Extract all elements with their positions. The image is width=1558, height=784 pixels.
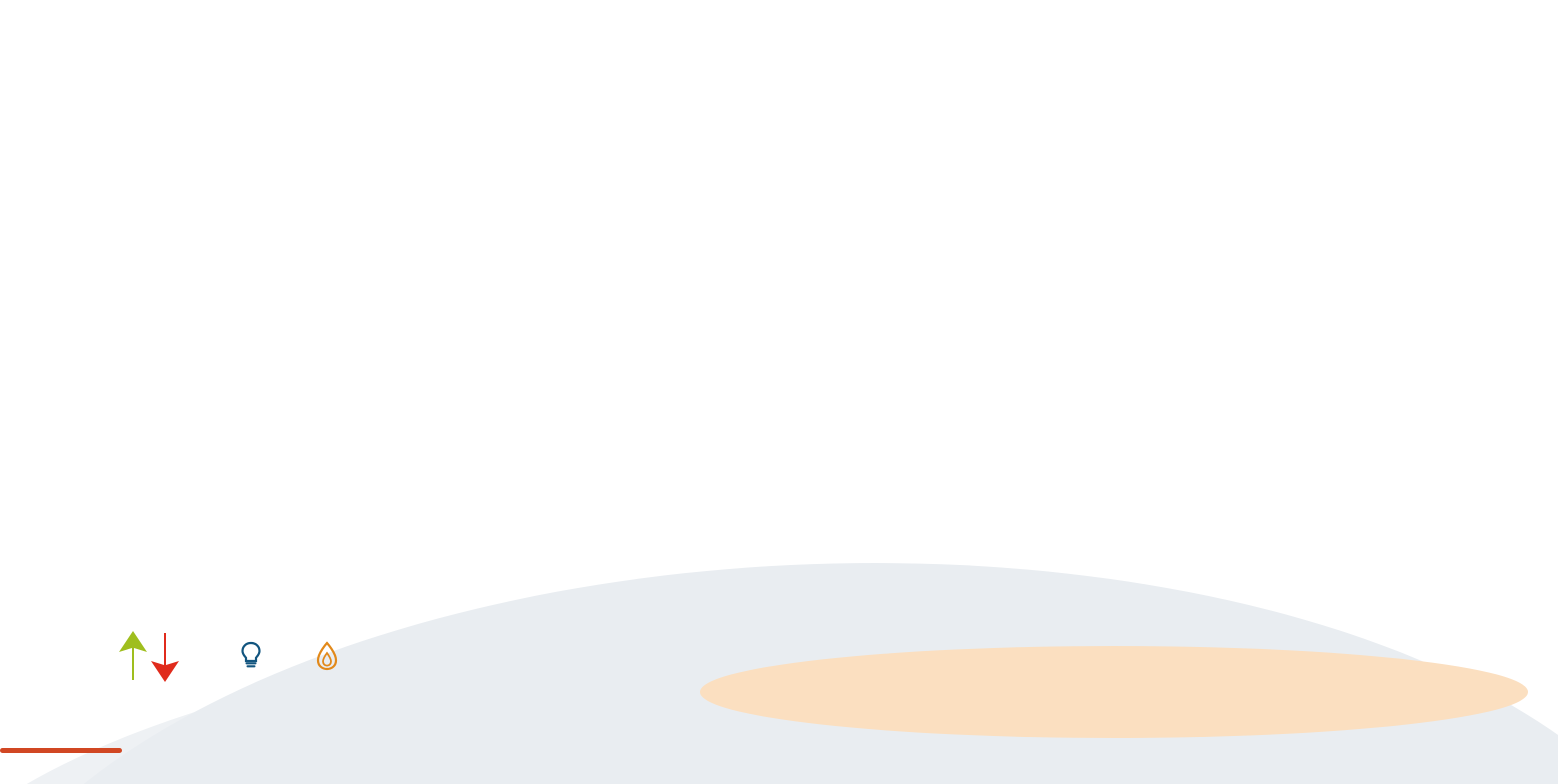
- lightbulb-icon: [240, 641, 262, 676]
- legend: [112, 628, 348, 689]
- legend-electricity: [240, 641, 271, 676]
- legend-gas: [315, 641, 348, 676]
- red-accent-rule: [0, 748, 122, 753]
- callout-banner: [700, 646, 1528, 738]
- flame-icon: [315, 641, 339, 676]
- up-down-arrows-icon: [112, 628, 186, 689]
